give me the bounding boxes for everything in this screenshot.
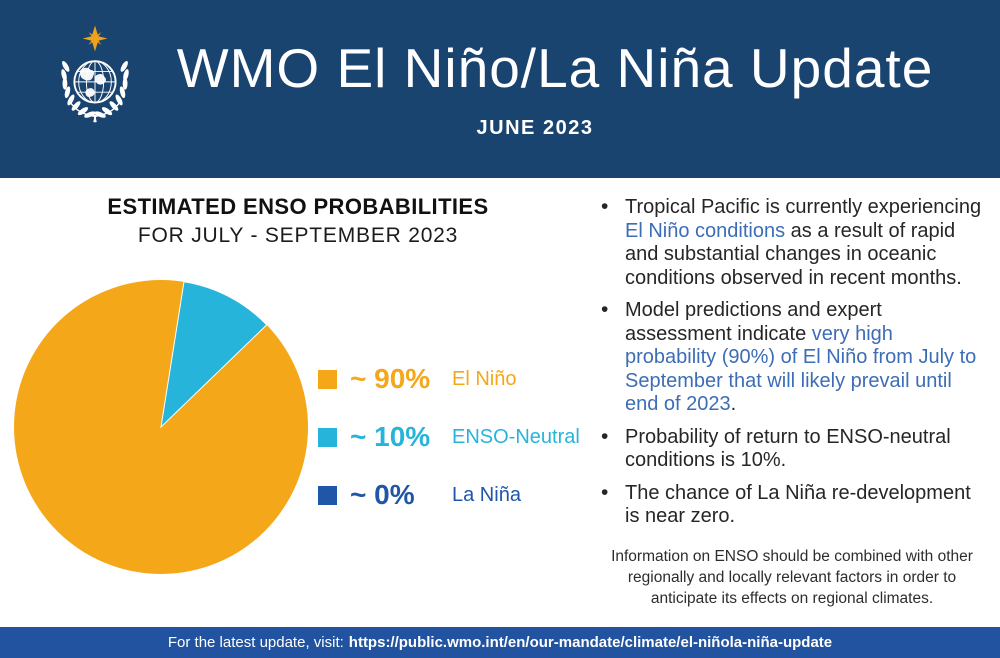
el-nino-percentage: ~ 90%	[350, 363, 431, 394]
bullet-point-4: The chance of La Niña re-development is …	[598, 481, 986, 529]
compass-star-icon	[82, 25, 108, 52]
legend-item-el-nino: ~ 90% El Niño	[318, 360, 580, 398]
enso-probability-pie-chart	[14, 280, 308, 574]
highlighted-text: very high probability (90%) of El Niño f…	[625, 322, 977, 416]
la-nina-percentage: ~ 0%	[350, 479, 415, 510]
footer-bar: For the latest update, visit: https://pu…	[0, 627, 1000, 658]
laurel-wreath-icon	[61, 61, 129, 123]
footer-prefix: For the latest update, visit:	[167, 634, 344, 651]
header-banner: WMO El Niño/La Niña Update JUNE 2023	[0, 0, 1000, 178]
chart-title-line2: FOR JULY - SEPTEMBER 2023	[137, 224, 459, 247]
pie-legend: ~ 90% El Niño ~ 10% ENSO-Neutral ~ 0% La…	[318, 360, 580, 534]
el-nino-label: El Niño	[452, 367, 517, 390]
legend-item-la-nina: ~ 0% La Niña	[318, 476, 580, 514]
page-title: WMO El Niño/La Niña Update	[176, 37, 934, 99]
la-nina-label: La Niña	[452, 483, 521, 506]
el-nino-swatch-icon	[318, 369, 337, 389]
bullet-point-2: Model predictions and expert assessment …	[598, 298, 986, 417]
highlighted-text: El Niño conditions	[625, 219, 786, 242]
enso-neutral-swatch-icon	[318, 427, 337, 447]
legend-item-enso-neutral: ~ 10% ENSO-Neutral	[318, 418, 580, 456]
footer-url-link[interactable]: https://public.wmo.int/en/our-mandate/cl…	[348, 634, 833, 651]
key-points-list: Tropical Pacific is currently experienci…	[598, 195, 986, 529]
enso-neutral-label: ENSO-Neutral	[452, 425, 580, 448]
la-nina-swatch-icon	[318, 485, 337, 505]
wmo-logo-icon	[61, 25, 129, 123]
chart-title-line1: ESTIMATED ENSO PROBABILITIES	[107, 194, 489, 219]
bullet-point-1: Tropical Pacific is currently experienci…	[598, 195, 986, 290]
key-points-section: Tropical Pacific is currently experienci…	[598, 195, 986, 609]
chart-title: ESTIMATED ENSO PROBABILITIES FOR JULY - …	[38, 194, 558, 248]
bullet-point-3: Probability of return to ENSO-neutral co…	[598, 425, 986, 473]
enso-neutral-percentage: ~ 10%	[350, 421, 431, 452]
disclaimer-note: Information on ENSO should be combined w…	[611, 547, 973, 607]
globe-icon	[73, 60, 117, 104]
pie-slice-enso-neutral	[160, 281, 268, 429]
issue-date: JUNE 2023	[476, 117, 594, 139]
